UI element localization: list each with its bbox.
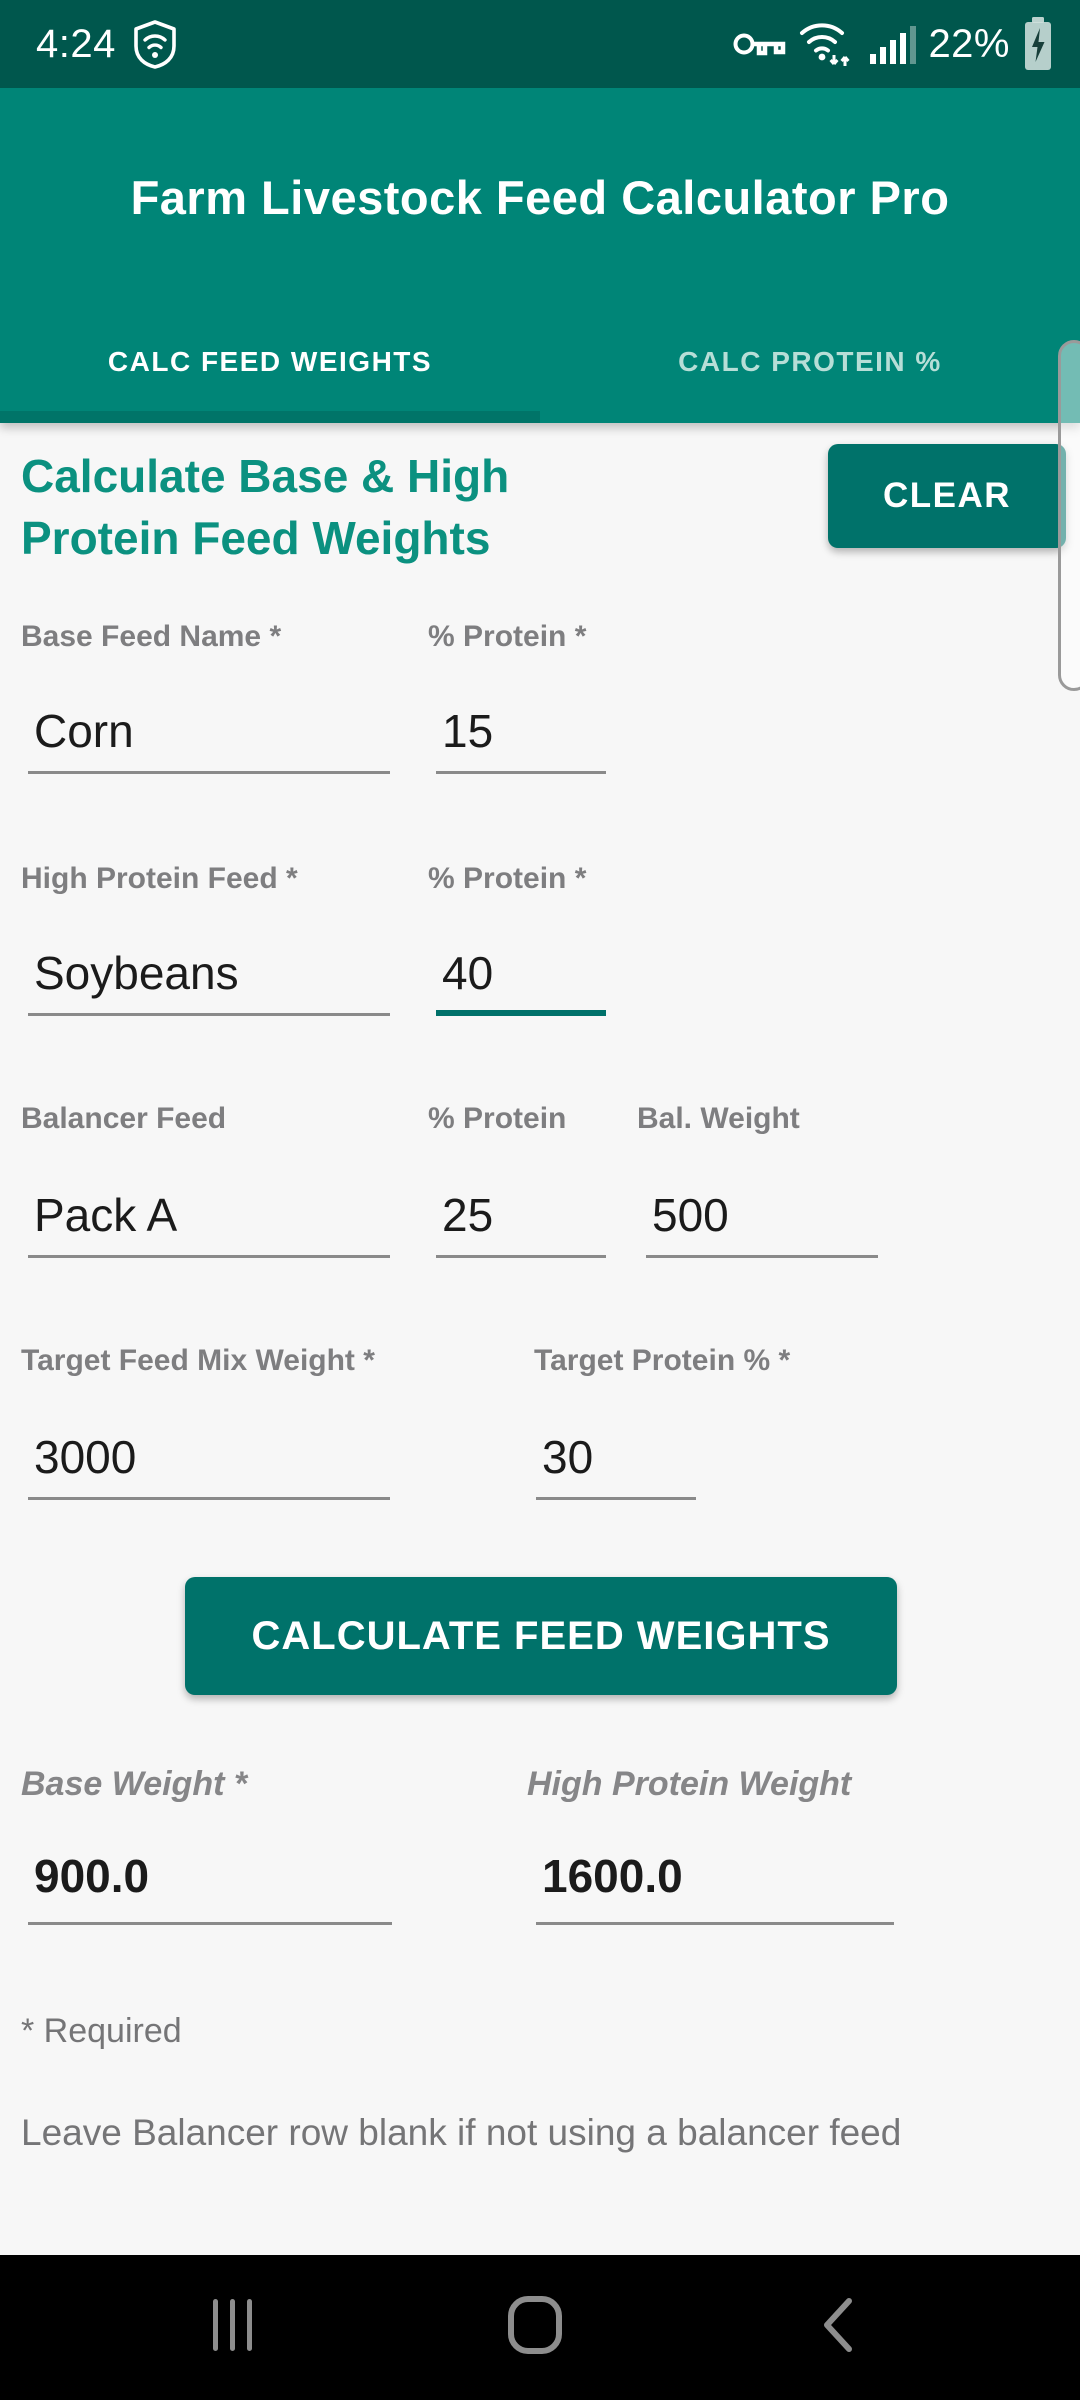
target-protein-input[interactable] <box>536 1431 696 1500</box>
base-weight-result-value[interactable] <box>28 1850 392 1925</box>
nav-home-button[interactable] <box>455 2255 615 2400</box>
tab-calc-feed-weights[interactable]: CALC FEED WEIGHTS <box>0 300 540 423</box>
nav-recent-apps-button[interactable] <box>153 2255 313 2400</box>
app-title: Farm Livestock Feed Calculator Pro <box>130 171 950 224</box>
secure-wifi-shield-icon <box>132 19 178 69</box>
balancer-weight-input[interactable] <box>646 1189 878 1258</box>
balancer-feed-input[interactable] <box>28 1189 390 1258</box>
tab-calc-feed-weights-label: CALC FEED WEIGHTS <box>107 345 433 377</box>
high-protein-percent-input[interactable] <box>436 947 606 1016</box>
required-note: * Required <box>21 2012 182 2050</box>
status-time: 4:24 <box>36 21 116 66</box>
base-feed-name-label: Base Feed Name * <box>21 620 282 653</box>
tab-calc-protein-percent[interactable]: CALC PROTEIN % <box>540 300 1080 423</box>
navigation-bar <box>0 2255 1080 2400</box>
app-bar: Farm Livestock Feed Calculator Pro CALC … <box>0 88 1080 423</box>
base-protein-label: % Protein * <box>428 620 587 653</box>
calculate-feed-weights-button[interactable]: CALCULATE FEED WEIGHTS <box>185 1577 897 1695</box>
balancer-weight-label: Bal. Weight <box>637 1102 800 1135</box>
high-protein-feed-input[interactable] <box>28 947 390 1016</box>
recent-apps-icon <box>207 2297 259 2358</box>
high-protein-feed-label: High Protein Feed * <box>21 862 298 895</box>
status-bar-left: 4:24 <box>36 0 178 88</box>
balancer-protein-label: % Protein <box>428 1102 567 1135</box>
base-protein-input[interactable] <box>436 705 606 774</box>
battery-percent-text: 22% <box>928 21 1010 66</box>
signal-strength-icon <box>868 20 917 68</box>
target-mix-weight-input[interactable] <box>28 1431 390 1500</box>
high-protein-weight-result-label: High Protein Weight <box>527 1765 852 1803</box>
back-icon <box>817 2295 857 2360</box>
vpn-key-icon <box>732 27 786 61</box>
high-protein-weight-result-value[interactable] <box>536 1850 894 1925</box>
wifi-with-arrows-icon <box>798 18 856 70</box>
active-tab-indicator <box>0 411 540 423</box>
battery-charging-icon <box>1022 16 1054 72</box>
tab-calc-protein-percent-label: CALC PROTEIN % <box>678 345 942 377</box>
tab-bar: CALC FEED WEIGHTS CALC PROTEIN % <box>0 300 1080 423</box>
nav-back-button[interactable] <box>757 2255 917 2400</box>
page-heading: Calculate Base & High Protein Feed Weigh… <box>21 450 510 564</box>
target-protein-label: Target Protein % * <box>534 1344 791 1377</box>
home-icon <box>507 2295 563 2360</box>
scrollbar-thumb[interactable] <box>1058 340 1080 691</box>
balancer-feed-label: Balancer Feed <box>21 1102 227 1135</box>
status-bar-right: 22% <box>732 0 1054 88</box>
balancer-protein-input[interactable] <box>436 1189 606 1258</box>
status-bar: 4:24 <box>0 0 1080 88</box>
high-protein-percent-label: % Protein * <box>428 862 587 895</box>
target-mix-weight-label: Target Feed Mix Weight * <box>21 1344 375 1377</box>
balancer-hint-note: Leave Balancer row blank if not using a … <box>21 2112 902 2153</box>
base-weight-result-label: Base Weight * <box>21 1765 248 1803</box>
base-feed-name-input[interactable] <box>28 705 390 774</box>
clear-button[interactable]: CLEAR <box>828 444 1066 548</box>
